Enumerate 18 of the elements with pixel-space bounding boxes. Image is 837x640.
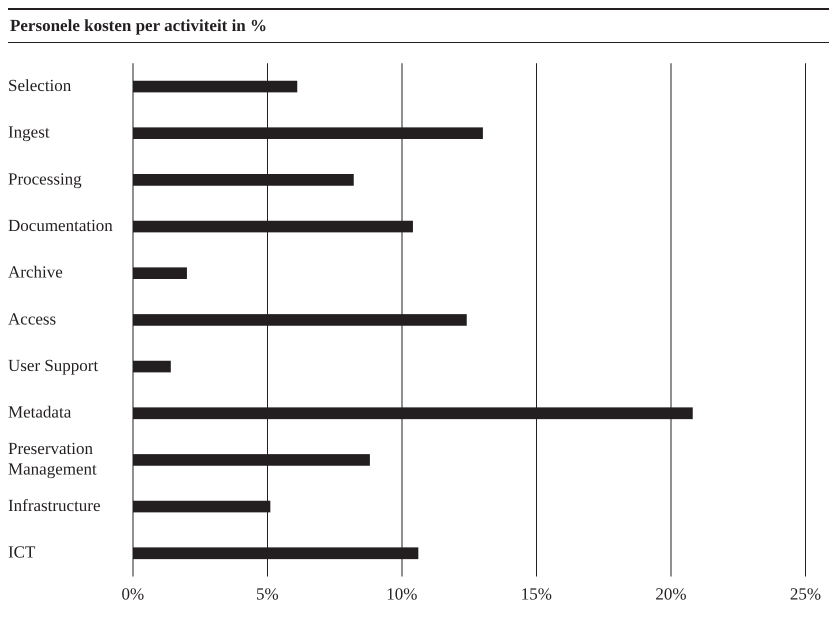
x-tick-label: 20% [655, 584, 686, 604]
y-tick-label: Access [8, 309, 56, 328]
y-tick-label: Infrastructure [8, 496, 101, 516]
y-tick-label: Metadata [8, 402, 72, 422]
x-tick-label: 10% [386, 584, 418, 604]
y-tick-label: Ingest [8, 122, 50, 142]
y-tick-label: Archive [8, 262, 63, 282]
x-tick-label: 15% [520, 584, 552, 604]
y-tick-label: Preservation Management [8, 439, 98, 479]
x-tick-label: 25% [790, 584, 822, 604]
y-tick-label: User Support [8, 356, 98, 376]
y-tick-label: Selection [8, 76, 72, 96]
x-tick-label: 5% [256, 584, 279, 604]
y-tick-label: Processing [8, 169, 82, 188]
chart-title: Personele kosten per activiteit in % [8, 8, 829, 43]
x-tick-label: 0% [121, 584, 144, 604]
y-tick-label: Documentation [8, 216, 114, 236]
y-tick-label: ICT [8, 542, 36, 562]
